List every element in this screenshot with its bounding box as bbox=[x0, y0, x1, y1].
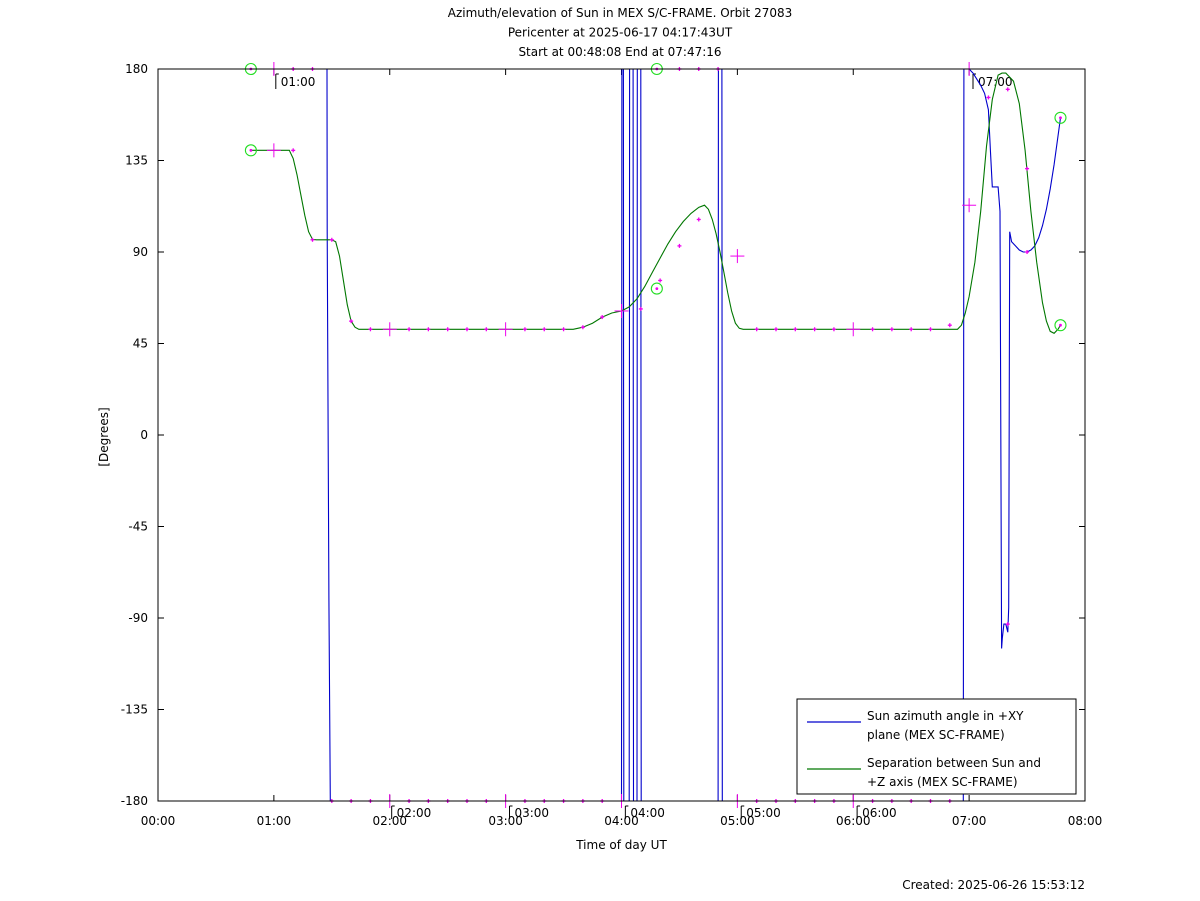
x-tick-label: 01:00 bbox=[257, 814, 292, 828]
hour-marker-label: 07:00 bbox=[978, 75, 1013, 89]
title-line: Pericenter at 2025-06-17 04:17:43UT bbox=[508, 26, 733, 40]
x-tick-labels: 00:00 01:00 02:00 03:00 04:00 05:00 06:00 07:00… bbox=[141, 814, 1103, 828]
x-tick-label: 05:00 bbox=[720, 814, 755, 828]
title-line: Start at 00:48:08 End at 07:47:16 bbox=[518, 45, 721, 59]
series-lines bbox=[250, 68, 1062, 802]
hour-marker: 04:00 bbox=[624, 805, 665, 820]
x-tick-label: 02:00 bbox=[372, 814, 407, 828]
y-tick-label: -45 bbox=[128, 520, 148, 534]
legend-label: plane (MEX SC-FRAME) bbox=[867, 728, 1005, 742]
legend-box bbox=[796, 698, 1077, 795]
y-tick-label: 180 bbox=[125, 62, 148, 76]
y-tick-labels: 180 135 90 45 0 -45 -90 -135 -180 bbox=[121, 62, 148, 808]
hour-marker: 01:00 bbox=[275, 73, 316, 89]
x-tick-label: 03:00 bbox=[488, 814, 523, 828]
y-tick-label: -180 bbox=[121, 794, 148, 808]
created-timestamp: Created: 2025-06-26 15:53:12 bbox=[902, 878, 1085, 892]
x-tick-label: 00:00 bbox=[141, 814, 176, 828]
separation-line bbox=[250, 72, 1061, 334]
marker-circle-center bbox=[1059, 323, 1062, 327]
plot-area-frame bbox=[157, 68, 1086, 802]
hour-marker-label: 03:00 bbox=[514, 806, 549, 820]
x-tick-label: 04:00 bbox=[604, 814, 639, 828]
y-axis-label: [Degrees] bbox=[97, 407, 111, 466]
y-tick-label: 135 bbox=[125, 154, 148, 168]
marker-circle bbox=[1054, 111, 1067, 124]
hour-marker: 06:00 bbox=[856, 805, 897, 820]
hour-marker-label: 01:00 bbox=[281, 75, 316, 89]
hour-marker-label: 05:00 bbox=[746, 806, 781, 820]
hour-marker: 02:00 bbox=[391, 805, 432, 820]
legend-label: Separation between Sun and bbox=[867, 756, 1041, 770]
x-tick-label: 06:00 bbox=[836, 814, 871, 828]
legend: Sun azimuth angle in +XY plane (MEX SC-FR… bbox=[796, 698, 1077, 795]
legend-label: Sun azimuth angle in +XY bbox=[867, 709, 1024, 723]
azimuth-line bbox=[250, 68, 1062, 802]
chart-title: Azimuth/elevation of Sun in MEX S/C-FRAM… bbox=[448, 6, 793, 59]
hour-markers: 01:00 02:00 03:00 04:00 05:00 06:00 07:00 bbox=[275, 73, 1013, 820]
legend-label: +Z axis (MEX SC-FRAME) bbox=[867, 775, 1018, 789]
time-markers bbox=[244, 62, 1067, 808]
marker-circle bbox=[1054, 319, 1067, 332]
y-tick-label: -135 bbox=[121, 703, 148, 717]
x-axis-label: Time of day UT bbox=[575, 838, 667, 852]
hour-marker: 07:00 bbox=[972, 73, 1013, 89]
hour-marker-label: 04:00 bbox=[630, 806, 665, 820]
hour-marker: 05:00 bbox=[740, 805, 781, 820]
marker-circle-center bbox=[655, 287, 659, 290]
marker-circle bbox=[650, 282, 663, 295]
hour-marker-label: 02:00 bbox=[397, 806, 432, 820]
hour-marker-label: 06:00 bbox=[862, 806, 897, 820]
marker-circle-center bbox=[249, 148, 253, 152]
title-line: Azimuth/elevation of Sun in MEX S/C-FRAM… bbox=[448, 6, 793, 20]
y-tick-label: 45 bbox=[133, 337, 148, 351]
marker-circle-center bbox=[1059, 116, 1062, 120]
y-tick-label: 90 bbox=[133, 245, 148, 259]
y-tick-label: 0 bbox=[140, 428, 148, 442]
x-tick-label: 07:00 bbox=[952, 814, 987, 828]
hour-marker: 03:00 bbox=[508, 805, 549, 820]
y-tick-label: -90 bbox=[128, 611, 148, 625]
marker-circle bbox=[244, 144, 257, 157]
x-tick-label: 08:00 bbox=[1068, 814, 1103, 828]
